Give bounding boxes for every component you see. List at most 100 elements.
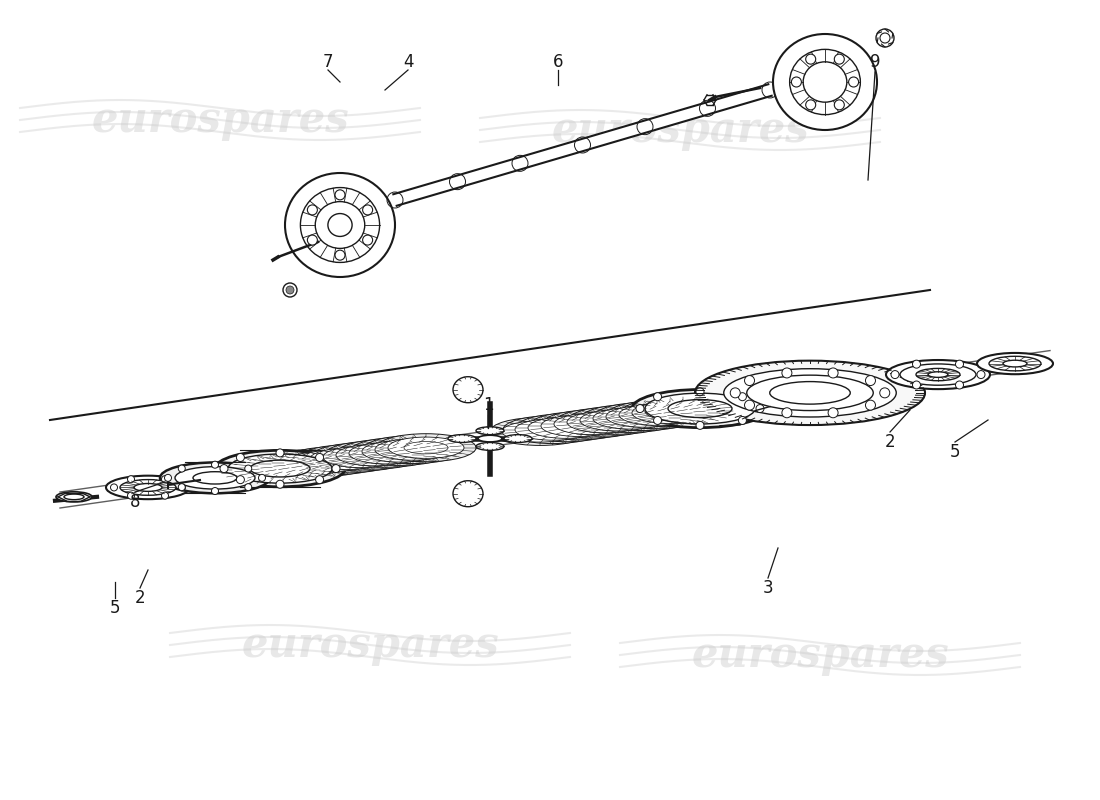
Circle shape [211, 461, 219, 468]
Text: eurospares: eurospares [691, 634, 949, 676]
Ellipse shape [632, 402, 708, 423]
Text: eurospares: eurospares [551, 109, 808, 151]
Ellipse shape [258, 456, 334, 477]
Ellipse shape [544, 422, 588, 434]
Ellipse shape [233, 454, 333, 482]
Circle shape [165, 474, 172, 482]
Ellipse shape [594, 402, 694, 430]
Ellipse shape [580, 410, 656, 431]
Ellipse shape [362, 441, 438, 462]
Ellipse shape [790, 50, 860, 114]
Ellipse shape [404, 442, 448, 454]
Ellipse shape [120, 479, 176, 495]
Ellipse shape [803, 62, 847, 102]
Ellipse shape [632, 390, 768, 428]
Ellipse shape [324, 441, 424, 469]
Ellipse shape [583, 416, 627, 428]
Ellipse shape [529, 412, 629, 440]
Ellipse shape [1003, 360, 1027, 367]
Text: 2: 2 [134, 589, 145, 607]
Circle shape [220, 465, 228, 473]
Ellipse shape [668, 400, 732, 418]
Ellipse shape [328, 214, 352, 237]
Ellipse shape [542, 410, 642, 438]
Circle shape [162, 476, 168, 482]
Ellipse shape [175, 466, 255, 489]
Ellipse shape [337, 439, 437, 467]
Ellipse shape [390, 443, 435, 456]
Ellipse shape [64, 494, 84, 500]
Ellipse shape [453, 377, 483, 402]
Text: 1: 1 [483, 396, 493, 414]
Ellipse shape [258, 450, 359, 478]
Circle shape [244, 484, 252, 490]
Circle shape [336, 250, 345, 260]
Text: 7: 7 [322, 53, 333, 71]
Circle shape [653, 417, 661, 425]
Circle shape [738, 393, 747, 401]
Text: 5: 5 [949, 443, 960, 461]
Ellipse shape [326, 453, 370, 465]
Circle shape [258, 474, 265, 482]
Ellipse shape [609, 412, 653, 425]
Ellipse shape [214, 450, 345, 486]
Circle shape [745, 375, 755, 386]
Ellipse shape [134, 483, 162, 491]
Circle shape [880, 388, 890, 398]
Ellipse shape [192, 472, 236, 484]
Ellipse shape [541, 415, 617, 437]
Ellipse shape [516, 414, 616, 442]
Circle shape [782, 408, 792, 418]
Circle shape [828, 368, 838, 378]
Ellipse shape [490, 418, 590, 446]
Text: 9: 9 [870, 53, 880, 71]
Circle shape [178, 465, 185, 472]
Ellipse shape [476, 442, 504, 450]
Ellipse shape [566, 411, 644, 433]
Ellipse shape [245, 458, 321, 478]
Circle shape [316, 476, 323, 484]
Ellipse shape [557, 420, 601, 432]
Circle shape [791, 77, 802, 87]
Circle shape [211, 487, 219, 494]
Circle shape [307, 205, 318, 215]
Ellipse shape [250, 460, 310, 477]
Ellipse shape [378, 446, 422, 458]
Circle shape [286, 286, 294, 294]
Ellipse shape [606, 406, 682, 427]
Ellipse shape [916, 369, 960, 381]
Ellipse shape [989, 356, 1041, 371]
Polygon shape [394, 84, 772, 206]
Circle shape [782, 368, 792, 378]
Circle shape [756, 405, 764, 413]
Circle shape [307, 235, 318, 245]
Circle shape [110, 484, 118, 491]
Ellipse shape [773, 34, 877, 130]
Ellipse shape [476, 427, 504, 434]
Ellipse shape [300, 457, 344, 469]
Circle shape [332, 465, 340, 473]
Ellipse shape [556, 408, 654, 436]
Ellipse shape [228, 454, 332, 483]
Ellipse shape [311, 443, 411, 471]
Ellipse shape [619, 404, 695, 426]
Ellipse shape [248, 464, 292, 476]
Ellipse shape [336, 445, 412, 466]
Circle shape [880, 33, 890, 43]
Ellipse shape [323, 446, 399, 468]
Circle shape [162, 492, 168, 499]
Circle shape [913, 381, 921, 389]
Circle shape [128, 476, 134, 482]
Circle shape [178, 484, 186, 491]
Ellipse shape [928, 372, 948, 378]
Circle shape [128, 492, 134, 499]
Ellipse shape [297, 450, 373, 471]
Ellipse shape [504, 434, 532, 442]
Ellipse shape [515, 419, 591, 440]
Ellipse shape [285, 173, 395, 277]
Ellipse shape [661, 405, 705, 417]
Circle shape [956, 381, 964, 389]
Ellipse shape [648, 406, 692, 419]
Ellipse shape [246, 452, 346, 480]
Circle shape [876, 29, 894, 47]
